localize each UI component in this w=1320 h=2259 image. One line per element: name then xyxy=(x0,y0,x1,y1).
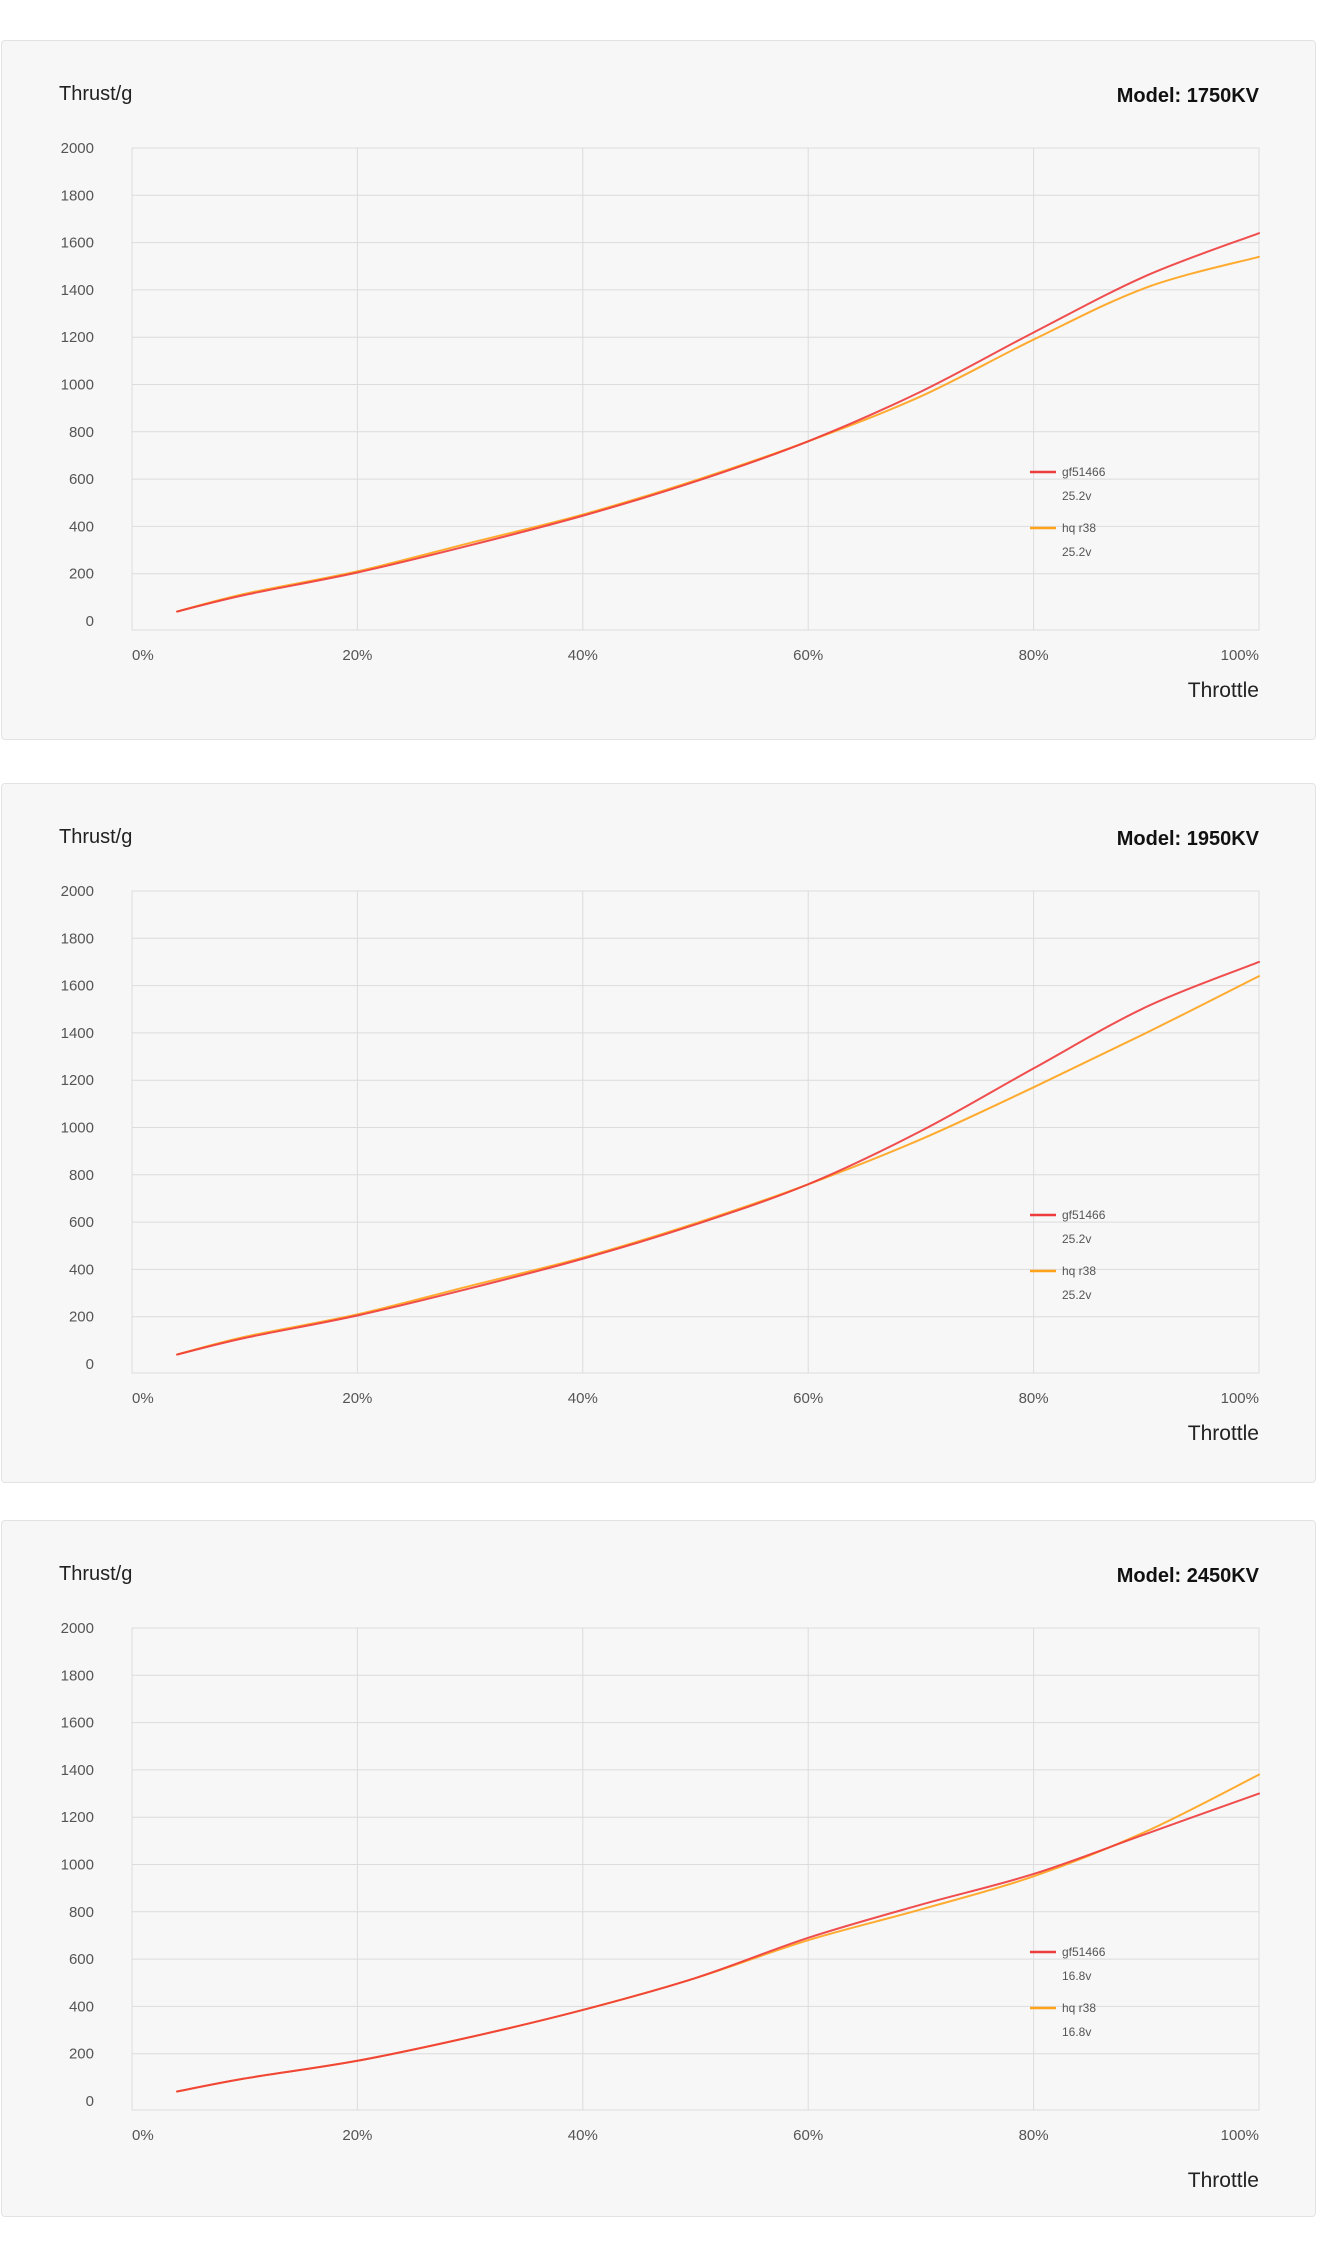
x-tick-label: 40% xyxy=(568,647,598,664)
series-line xyxy=(176,1773,1260,2093)
series-line xyxy=(176,1792,1260,2093)
y-tick-label: 200 xyxy=(69,2046,94,2063)
y-tick-label: 600 xyxy=(69,1951,94,1968)
y-tick-label: 600 xyxy=(69,471,94,488)
y-tick-label: 1000 xyxy=(61,1857,94,1874)
legend-series-voltage: 25.2v xyxy=(1062,545,1091,559)
y-tick-label: 1800 xyxy=(61,930,94,947)
x-tick-label: 60% xyxy=(793,647,823,664)
x-tick-label: 80% xyxy=(1019,647,1049,664)
x-tick-label: 80% xyxy=(1019,2127,1049,2144)
x-tick-label: 40% xyxy=(568,2127,598,2144)
thrust-chart: 0 200 400 600 800 1000 1200 1400 1600 1800 2000 0% 2… xyxy=(61,140,1260,664)
legend-series-name: gf51466 xyxy=(1062,465,1106,479)
series-line xyxy=(176,975,1260,1356)
x-tick-label: 0% xyxy=(132,647,154,664)
y-tick-label: 1400 xyxy=(61,1762,94,1779)
x-tick-label: 40% xyxy=(568,1390,598,1407)
x-tick-label: 20% xyxy=(342,2127,372,2144)
series-line xyxy=(176,255,1260,613)
legend-series-name: hq r38 xyxy=(1062,2001,1096,2015)
y-tick-label: 1600 xyxy=(61,1715,94,1732)
x-tick-label: 100% xyxy=(1221,2127,1259,2144)
thrust-chart: 0 200 400 600 800 1000 1200 1400 1600 1800 2000 0% 2… xyxy=(61,1620,1260,2144)
x-tick-label: 100% xyxy=(1221,647,1259,664)
y-tick-label: 1800 xyxy=(61,1667,94,1684)
x-axis-label: Throttle xyxy=(1187,679,1259,702)
x-tick-label: 20% xyxy=(342,1390,372,1407)
y-tick-label: 800 xyxy=(69,1167,94,1184)
x-axis-label: Throttle xyxy=(1187,2169,1259,2192)
y-tick-label: 400 xyxy=(69,1261,94,1278)
y-tick-label: 2000 xyxy=(61,140,94,157)
series-line xyxy=(176,232,1260,613)
legend-series-voltage: 25.2v xyxy=(1062,1232,1091,1246)
chart-title: Model: 2450KV xyxy=(1116,1565,1259,1587)
y-axis-label: Thrust/g xyxy=(59,826,133,848)
y-tick-label: 200 xyxy=(69,1309,94,1326)
legend-series-voltage: 16.8v xyxy=(1062,1969,1091,1983)
y-tick-label: 600 xyxy=(69,1214,94,1231)
chart-panel-1750kv: Thrust/g Model: 1750KV 0 200 400 600 800 1000… xyxy=(1,40,1316,740)
y-tick-label: 2000 xyxy=(61,883,94,900)
legend-series-name: gf51466 xyxy=(1062,1945,1106,1959)
legend-series-name: hq r38 xyxy=(1062,1264,1096,1278)
y-tick-label: 400 xyxy=(69,518,94,535)
x-tick-label: 60% xyxy=(793,1390,823,1407)
x-axis-label: Throttle xyxy=(1187,1422,1259,1445)
y-tick-label: 1600 xyxy=(61,235,94,252)
y-tick-label: 1400 xyxy=(61,282,94,299)
legend-series-voltage: 16.8v xyxy=(1062,2025,1091,2039)
y-tick-label: 1200 xyxy=(61,1072,94,1089)
y-tick-label: 200 xyxy=(69,566,94,583)
legend-series-name: hq r38 xyxy=(1062,521,1096,535)
chart-panel-1950kv: Thrust/g Model: 1950KV 0 200 400 600 800 1000… xyxy=(1,783,1316,1483)
y-axis-label: Thrust/g xyxy=(59,83,133,105)
y-tick-label: 2000 xyxy=(61,1620,94,1637)
legend-series-voltage: 25.2v xyxy=(1062,489,1091,503)
legend-series-voltage: 25.2v xyxy=(1062,1288,1091,1302)
y-tick-label: 1800 xyxy=(61,187,94,204)
y-tick-label: 1600 xyxy=(61,978,94,995)
y-tick-label: 0 xyxy=(86,1356,94,1373)
chart-title: Model: 1750KV xyxy=(1116,85,1259,107)
y-axis-label: Thrust/g xyxy=(59,1563,133,1585)
y-tick-label: 1200 xyxy=(61,329,94,346)
thrust-chart: 0 200 400 600 800 1000 1200 1400 1600 1800 2000 0% 2… xyxy=(61,883,1260,1407)
y-tick-label: 0 xyxy=(86,613,94,630)
chart-panel-2450kv: Thrust/g Model: 2450KV 0 200 400 600 800 1000… xyxy=(1,1520,1316,2217)
x-tick-label: 20% xyxy=(342,647,372,664)
x-tick-label: 0% xyxy=(132,2127,154,2144)
plot-frame xyxy=(131,1627,1260,2111)
y-tick-label: 1000 xyxy=(61,377,94,394)
series-line xyxy=(176,960,1260,1356)
y-tick-label: 800 xyxy=(69,1904,94,1921)
plot-frame xyxy=(131,890,1260,1374)
y-tick-label: 400 xyxy=(69,1998,94,2015)
x-tick-label: 60% xyxy=(793,2127,823,2144)
legend-series-name: gf51466 xyxy=(1062,1208,1106,1222)
y-tick-label: 1200 xyxy=(61,1809,94,1826)
x-tick-label: 100% xyxy=(1221,1390,1259,1407)
y-tick-label: 1400 xyxy=(61,1025,94,1042)
plot-frame xyxy=(131,147,1260,631)
chart-title: Model: 1950KV xyxy=(1116,828,1259,850)
y-tick-label: 1000 xyxy=(61,1120,94,1137)
x-tick-label: 80% xyxy=(1019,1390,1049,1407)
y-tick-label: 0 xyxy=(86,2093,94,2110)
y-tick-label: 800 xyxy=(69,424,94,441)
x-tick-label: 0% xyxy=(132,1390,154,1407)
